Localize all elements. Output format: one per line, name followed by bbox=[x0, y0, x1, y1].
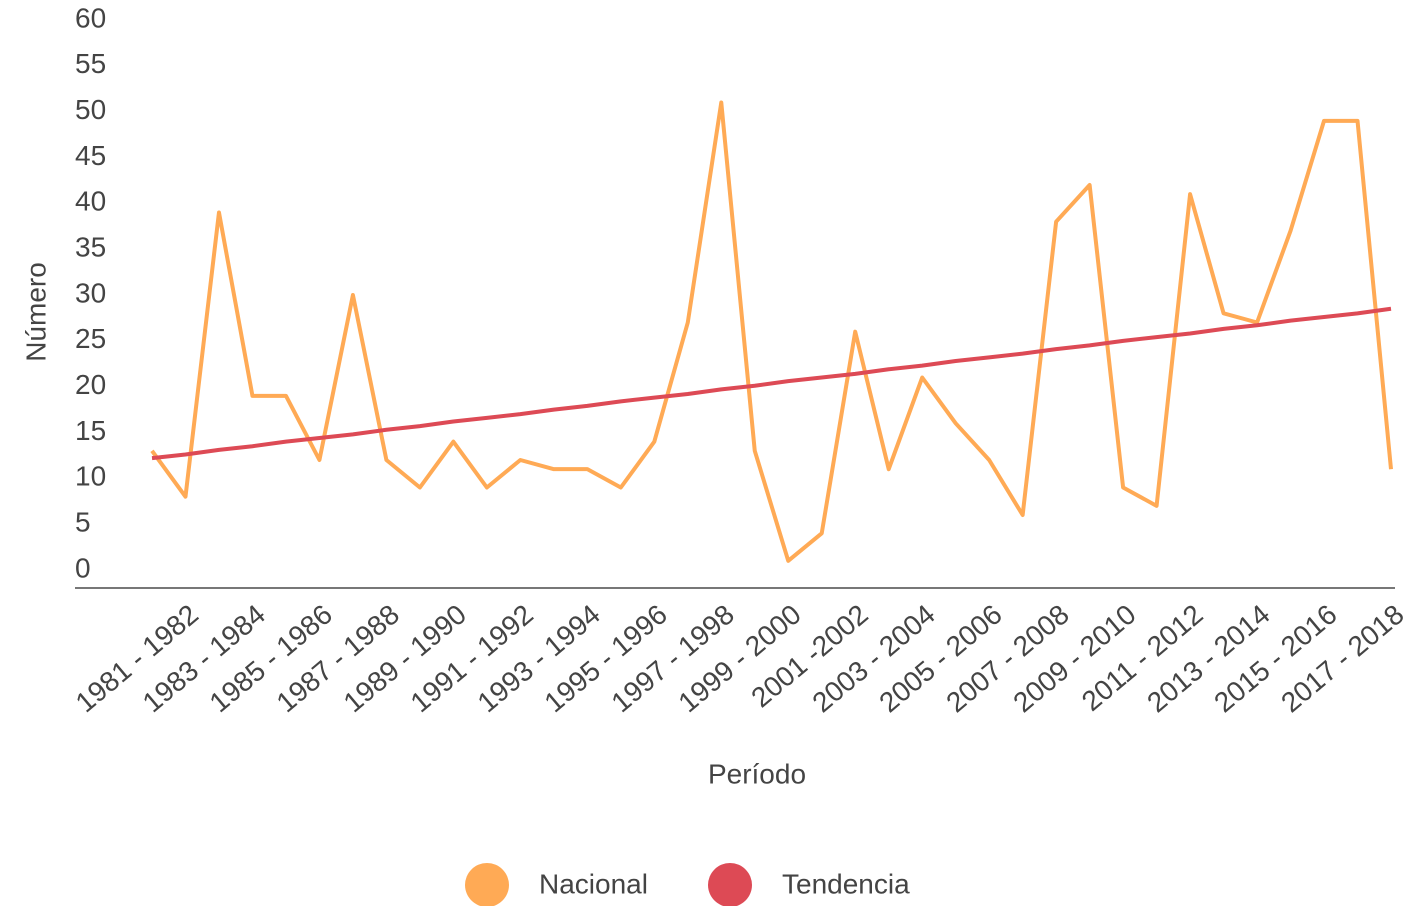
y-tick-label: 20 bbox=[75, 369, 106, 400]
y-tick-label: 40 bbox=[75, 186, 106, 217]
legend-label: Tendencia bbox=[782, 868, 910, 899]
line-series bbox=[151, 306, 1392, 461]
x-axis-title: Período bbox=[708, 758, 806, 789]
y-tick-label: 0 bbox=[75, 552, 91, 583]
legend-marker bbox=[708, 863, 752, 906]
y-tick-label: 25 bbox=[75, 323, 106, 354]
y-tick-label: 35 bbox=[75, 232, 106, 263]
y-tick-label: 55 bbox=[75, 48, 106, 79]
y-axis-title: Número bbox=[20, 262, 51, 362]
y-tick-label: 5 bbox=[75, 507, 91, 538]
y-tick-label: 15 bbox=[75, 415, 106, 446]
y-tick-label: 45 bbox=[75, 140, 106, 171]
y-tick-label: 30 bbox=[75, 277, 106, 308]
y-tick-label: 50 bbox=[75, 94, 106, 125]
y-tick-label: 60 bbox=[75, 2, 106, 33]
legend-marker bbox=[465, 863, 509, 906]
legend-label: Nacional bbox=[539, 868, 648, 899]
line-series bbox=[150, 100, 1393, 563]
y-tick-label: 10 bbox=[75, 461, 106, 492]
